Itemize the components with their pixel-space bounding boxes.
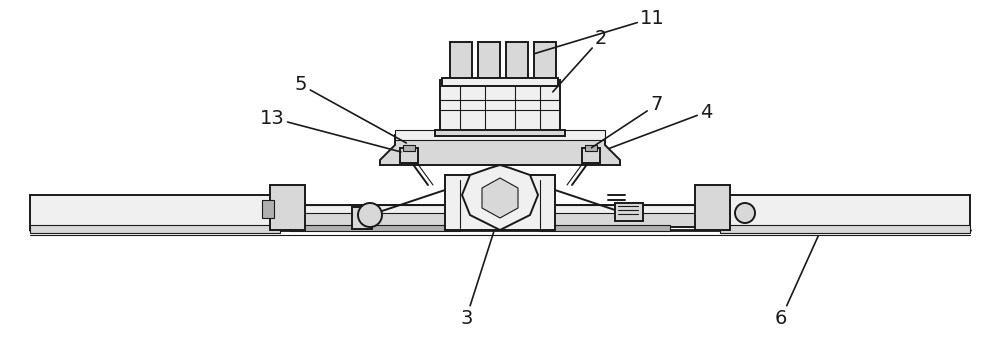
Text: 3: 3 — [460, 232, 494, 328]
Bar — [270, 185, 305, 230]
Text: 5: 5 — [295, 75, 406, 143]
Bar — [262, 200, 274, 218]
Bar — [442, 78, 558, 86]
Bar — [30, 195, 280, 230]
Bar — [585, 145, 597, 151]
Circle shape — [735, 203, 755, 223]
Bar — [30, 225, 280, 233]
Bar — [400, 148, 418, 163]
Text: 13: 13 — [260, 109, 401, 152]
Bar — [615, 203, 643, 221]
Bar — [534, 42, 556, 82]
Bar — [278, 205, 722, 213]
Bar — [403, 145, 415, 151]
Text: 7: 7 — [591, 95, 662, 148]
Bar — [478, 42, 500, 82]
Circle shape — [358, 203, 382, 227]
Bar — [290, 225, 460, 231]
Text: 11: 11 — [534, 9, 665, 54]
Polygon shape — [380, 135, 620, 165]
Polygon shape — [462, 165, 538, 230]
Bar — [720, 195, 970, 230]
Text: 2: 2 — [553, 28, 607, 92]
Bar — [270, 205, 730, 227]
Bar — [440, 80, 560, 135]
Bar — [540, 225, 670, 231]
Bar — [506, 42, 528, 82]
Bar — [352, 207, 372, 229]
Bar — [720, 225, 970, 233]
Bar — [695, 185, 730, 230]
Text: 6: 6 — [775, 236, 818, 328]
Bar — [445, 175, 555, 230]
Bar — [582, 148, 600, 163]
Bar — [435, 130, 565, 136]
Bar — [395, 130, 605, 140]
Polygon shape — [482, 178, 518, 218]
Bar — [450, 42, 472, 82]
Text: 4: 4 — [609, 103, 712, 148]
